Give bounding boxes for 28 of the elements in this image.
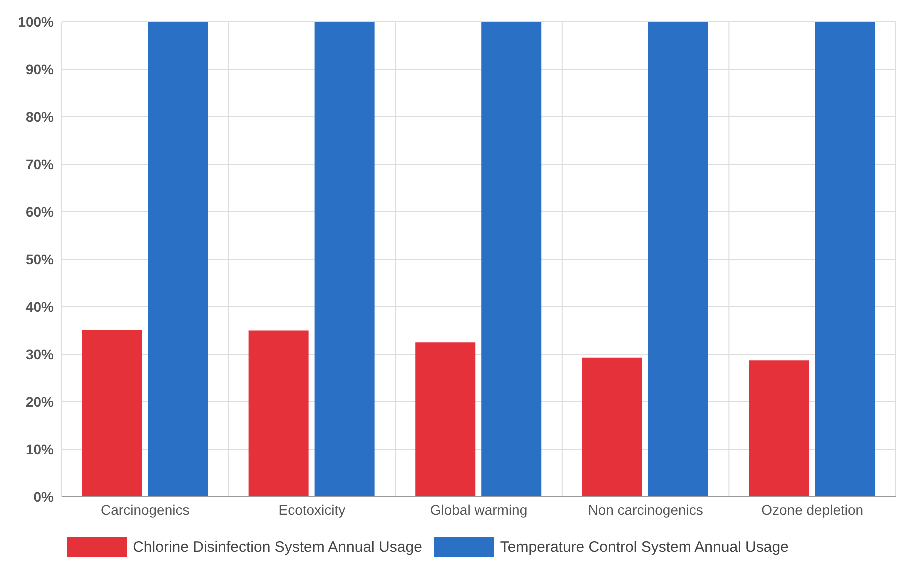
- bar: [749, 360, 810, 497]
- y-tick-label: 100%: [18, 14, 55, 30]
- y-tick-label: 20%: [26, 394, 55, 410]
- y-tick-label: 50%: [26, 251, 55, 268]
- y-tick-label: 70%: [26, 156, 55, 172]
- y-tick-label: 0%: [34, 488, 55, 505]
- bar: [815, 22, 876, 497]
- bar: [82, 330, 142, 497]
- x-tick-label: Global warming: [430, 502, 528, 518]
- legend-label: Temperature Control System Annual Usage: [500, 538, 789, 556]
- bar: [416, 342, 476, 497]
- y-tick-label: 60%: [26, 204, 55, 220]
- x-tick-label: Ozone depletion: [762, 502, 864, 518]
- bar: [482, 22, 542, 497]
- y-tick-label: 10%: [26, 441, 55, 458]
- bar: [248, 330, 309, 497]
- y-tick-label: 90%: [26, 61, 55, 78]
- bar: [314, 22, 375, 497]
- y-tick-label: 40%: [26, 298, 55, 315]
- x-tick-label: Ecotoxicity: [278, 502, 346, 518]
- bar: [648, 22, 708, 497]
- bar: [148, 22, 208, 497]
- y-tick-label: 30%: [26, 346, 55, 362]
- x-tick-label: Carcinogenics: [101, 502, 190, 518]
- legend-label: Chlorine Disinfection System Annual Usage: [133, 538, 422, 556]
- bar: [582, 358, 642, 497]
- x-tick-label: Non carcinogenics: [588, 502, 704, 518]
- y-tick-label: 80%: [26, 108, 55, 125]
